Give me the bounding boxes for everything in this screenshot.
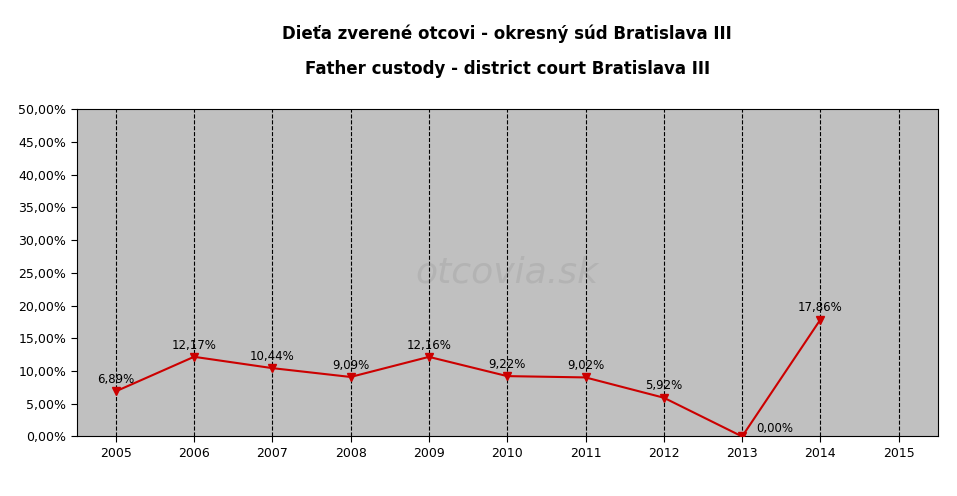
Text: 9,22%: 9,22%: [488, 358, 526, 371]
Text: 0,00%: 0,00%: [756, 422, 793, 435]
Text: 17,86%: 17,86%: [798, 301, 843, 314]
Text: 6,89%: 6,89%: [97, 373, 134, 386]
Text: Dieťa zverené otcovi - okresný súd Bratislava III: Dieťa zverené otcovi - okresný súd Brati…: [282, 25, 732, 43]
Text: 5,92%: 5,92%: [645, 379, 682, 392]
Text: otcovia.sk: otcovia.sk: [415, 256, 599, 290]
Text: 12,16%: 12,16%: [407, 339, 452, 352]
Text: 10,44%: 10,44%: [250, 350, 295, 363]
Text: 9,02%: 9,02%: [567, 359, 604, 372]
Text: 12,17%: 12,17%: [171, 339, 216, 352]
Text: Father custody - district court Bratislava III: Father custody - district court Bratisla…: [304, 60, 710, 77]
Text: 9,09%: 9,09%: [332, 359, 369, 372]
